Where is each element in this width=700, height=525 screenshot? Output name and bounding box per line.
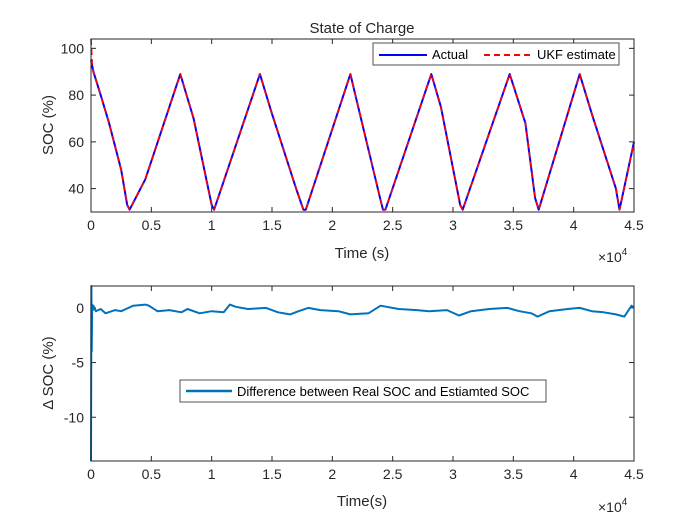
legend-label-actual: Actual [432, 47, 468, 62]
soc-axes: State of Charge 0 0.5 1 1.5 2 2.5 3 3.5 4 4.5 40 6… [40, 20, 644, 265]
delta-soc-series-lines [90, 285, 635, 462]
soc-x-tick-label: 0.5 [142, 217, 162, 233]
delta-soc-y-tick-label: -10 [64, 409, 84, 425]
delta-soc-y-axis-label: Δ SOC (%) [40, 336, 57, 409]
soc-legend: Actual UKF estimate [372, 42, 620, 66]
delta-soc-x-tick-label: 0.5 [142, 466, 162, 482]
delta-soc-axes-box [90, 285, 635, 462]
soc-x-axis-label: Time (s) [335, 245, 389, 262]
delta-soc-x-tick-label: 0 [87, 466, 95, 482]
delta-soc-legend-box [179, 379, 547, 403]
delta-soc-axes: 0 0.5 1 1.5 2 2.5 3 3.5 4 4.5 -10 -5 0 Time(s) Δ SO… [40, 285, 644, 515]
delta-soc-x-ticks: 0 0.5 1 1.5 2 2.5 3 3.5 4 4.5 [87, 286, 644, 482]
soc-x-tick-label: 4 [570, 217, 578, 233]
soc-x-tick-label: 3.5 [504, 217, 524, 233]
soc-x-exponent-base: ×10 [598, 249, 622, 265]
delta-soc-x-tick-label: 1.5 [262, 466, 282, 482]
soc-x-tick-label: 1 [208, 217, 216, 233]
soc-x-tick-label: 3 [449, 217, 457, 233]
soc-y-tick-label: 60 [68, 134, 84, 150]
soc-series-lines [90, 38, 635, 211]
delta-soc-x-axis-label: Time(s) [337, 493, 387, 510]
delta-soc-x-tick-label: 3 [449, 466, 457, 482]
soc-x-tick-label: 2 [328, 217, 336, 233]
soc-x-tick-label: 0 [87, 217, 95, 233]
soc-series-ukf-estimate [90, 38, 635, 211]
delta-soc-series-difference-between-real-soc-and-estiamted-soc [90, 285, 635, 462]
soc-y-tick-label: 100 [61, 40, 85, 56]
delta-soc-x-tick-label: 3.5 [504, 466, 524, 482]
soc-x-exponent-power: 4 [622, 247, 628, 258]
delta-soc-x-tick-label: 2.5 [383, 466, 403, 482]
delta-soc-x-exponent-power: 4 [622, 497, 628, 508]
soc-y-tick-label: 40 [68, 181, 84, 197]
delta-soc-y-tick-label: 0 [76, 300, 84, 316]
soc-y-axis-label: SOC (%) [40, 95, 57, 155]
delta-soc-x-tick-label: 1 [208, 466, 216, 482]
legend-label-ukf-estimate: UKF estimate [537, 47, 616, 62]
soc-x-exponent: ×104 [598, 247, 628, 265]
delta-soc-x-tick-label: 2 [328, 466, 336, 482]
delta-soc-x-exponent: ×104 [598, 497, 628, 515]
delta-soc-x-exponent-base: ×10 [598, 499, 622, 515]
delta-soc-legend: Difference between Real SOC and Estiamte… [179, 379, 547, 403]
delta-soc-y-tick-label: -5 [72, 355, 85, 371]
soc-x-tick-label: 4.5 [624, 217, 644, 233]
delta-soc-y-ticks: -10 -5 0 [64, 300, 634, 425]
delta-soc-plot-area [91, 286, 634, 461]
soc-chart-title: State of Charge [309, 20, 414, 37]
legend-label-difference: Difference between Real SOC and Estiamte… [237, 384, 529, 399]
soc-x-tick-label: 1.5 [262, 217, 282, 233]
soc-axes-box [90, 38, 635, 213]
soc-x-tick-label: 2.5 [383, 217, 403, 233]
delta-soc-x-tick-label: 4 [570, 466, 578, 482]
delta-soc-x-tick-label: 4.5 [624, 466, 644, 482]
soc-y-tick-label: 80 [68, 87, 84, 103]
